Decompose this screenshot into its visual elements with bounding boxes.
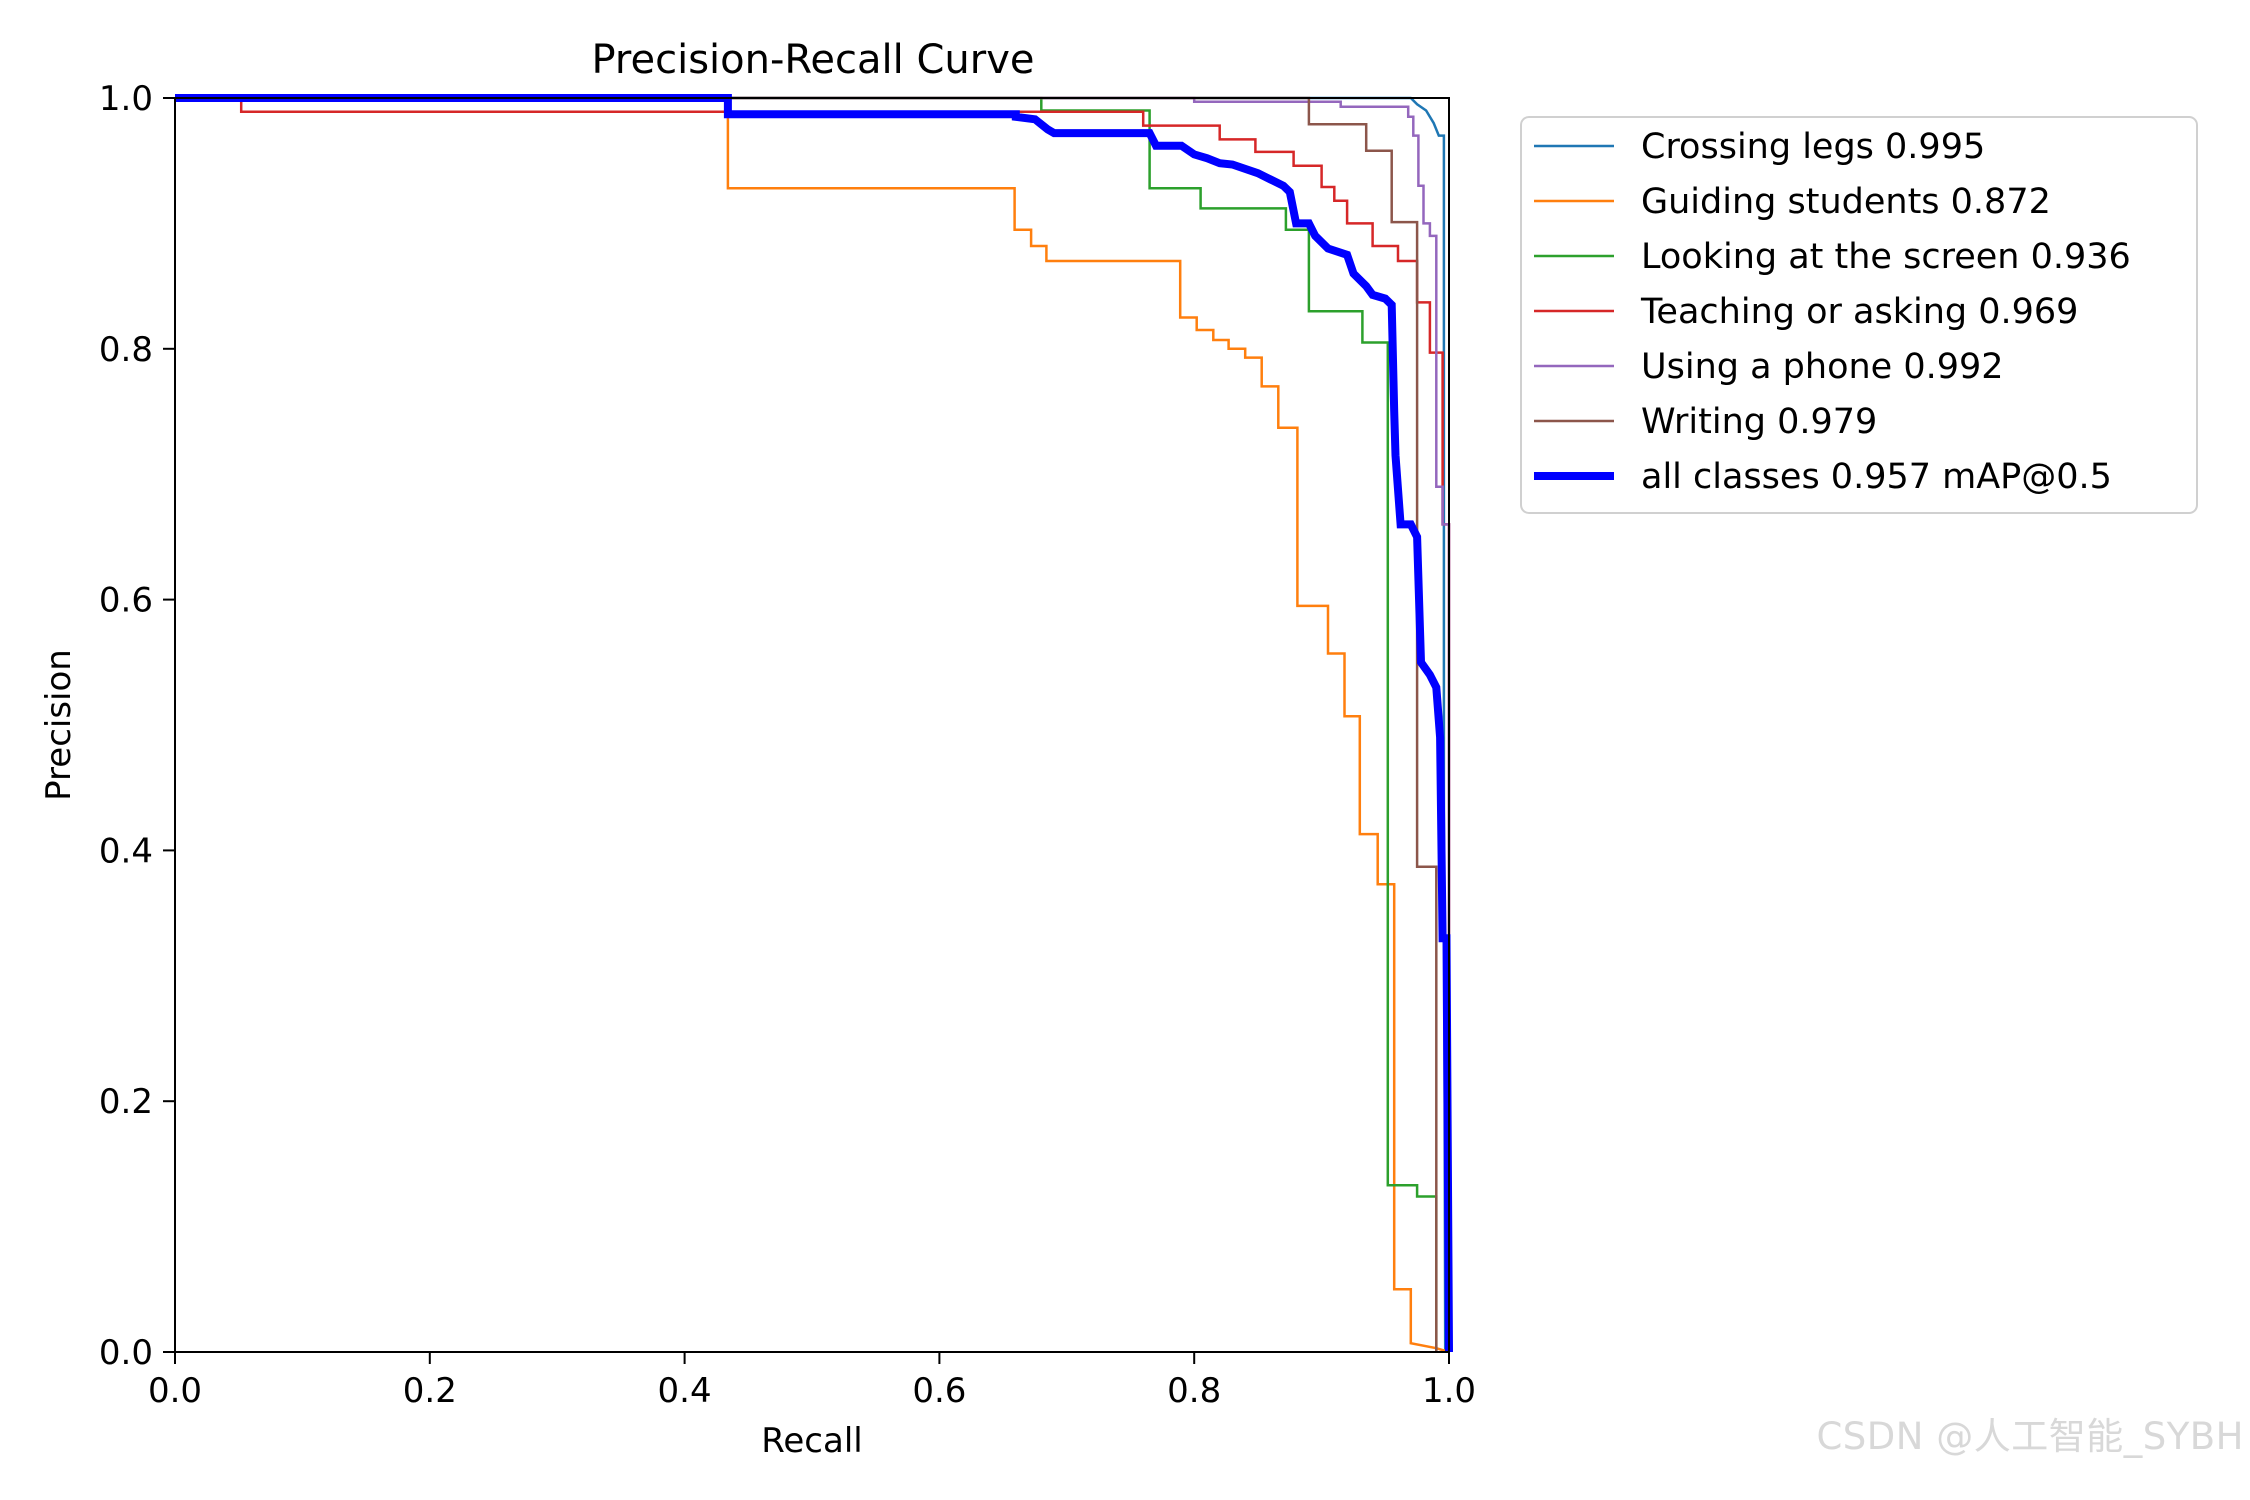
y-tick-label: 0.0 xyxy=(99,1333,153,1373)
x-tick-label: 1.0 xyxy=(1422,1371,1476,1411)
watermark-text: CSDN @人工智能_SYBH xyxy=(1816,1415,2244,1458)
y-axis-ticks: 0.0 0.2 0.4 0.6 0.8 1.0 xyxy=(99,79,175,1373)
legend-label-crossing-legs: Crossing legs 0.995 xyxy=(1641,127,1985,167)
y-tick-label: 0.8 xyxy=(99,330,153,370)
legend-label-looking-at-the-screen: Looking at the screen 0.936 xyxy=(1641,237,2131,277)
y-tick-label: 0.2 xyxy=(99,1082,153,1122)
series-line-writing xyxy=(175,96,1438,1352)
series-line-using-a-phone xyxy=(175,96,1451,1352)
legend-label-all-classes-map: all classes 0.957 mAP@0.5 xyxy=(1641,457,2112,497)
plot-border xyxy=(174,97,1450,1353)
legend: Crossing legs 0.995 Guiding students 0.87… xyxy=(1520,116,2198,514)
legend-label-using-a-phone: Using a phone 0.992 xyxy=(1641,347,2004,387)
y-tick-label: 0.6 xyxy=(99,581,153,621)
series-layer xyxy=(175,94,1453,1354)
chart-title: Precision-Recall Curve xyxy=(592,37,1035,83)
x-tick-label: 0.4 xyxy=(658,1371,712,1411)
series-line-crossing-legs xyxy=(175,96,1447,1353)
legend-label-guiding-students: Guiding students 0.872 xyxy=(1641,182,2051,222)
legend-label-writing: Writing 0.979 xyxy=(1641,402,1877,442)
legend-entries: Crossing legs 0.995 Guiding students 0.87… xyxy=(1534,127,2131,497)
series-line-teaching-or-asking xyxy=(175,96,1451,1352)
y-tick-label: 1.0 xyxy=(99,79,153,119)
plot-area xyxy=(174,94,1453,1354)
plot-frame xyxy=(175,98,1449,1352)
x-tick-label: 0.2 xyxy=(403,1371,457,1411)
legend-label-teaching-or-asking: Teaching or asking 0.969 xyxy=(1640,292,2078,332)
x-axis-ticks: 0.0 0.2 0.4 0.6 0.8 1.0 xyxy=(148,1352,1476,1411)
y-axis-label: Precision xyxy=(39,649,79,801)
x-tick-label: 0.8 xyxy=(1167,1371,1221,1411)
legend-box xyxy=(1520,116,2198,514)
x-tick-label: 0.6 xyxy=(912,1371,966,1411)
x-tick-label: 0.0 xyxy=(148,1371,202,1411)
y-tick-label: 0.4 xyxy=(99,831,153,871)
series-line-all-classes-map xyxy=(175,94,1453,1353)
series-line-guiding-students xyxy=(175,96,1450,1354)
x-axis-label: Recall xyxy=(761,1421,862,1461)
